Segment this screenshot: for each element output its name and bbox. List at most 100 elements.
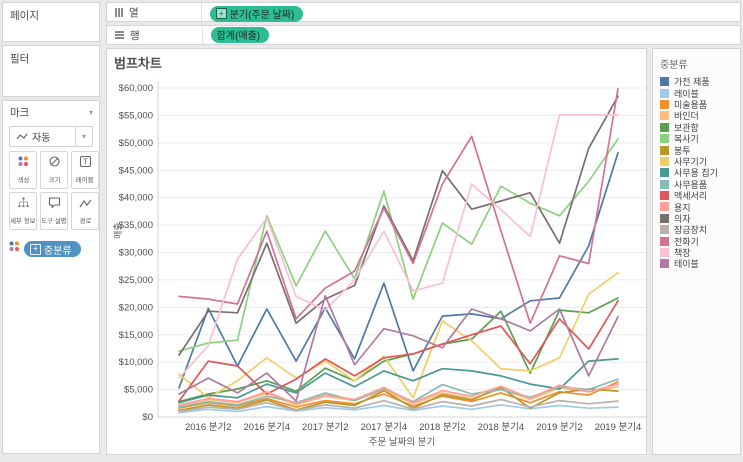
legend-item[interactable]: 액세서리 (653, 190, 740, 201)
rows-pill[interactable]: 합계(매출) (210, 26, 270, 43)
legend-title: 중분류 (660, 60, 688, 71)
legend-item[interactable]: 가전 제품 (653, 76, 740, 87)
legend-swatch (660, 145, 669, 155)
y-tick-label: $15,000 (119, 330, 153, 341)
legend-label: 용지 (674, 202, 691, 213)
tooltip-icon (48, 196, 61, 214)
legend-item[interactable]: 사무용품 (653, 179, 740, 190)
legend-item[interactable]: 전화기 (653, 235, 740, 247)
series-line-용지[interactable] (178, 383, 619, 406)
y-tick-label: $30,000 (119, 248, 153, 259)
y-tick-label: $25,000 (119, 275, 153, 286)
rows-shelf[interactable]: 행 합계(매출) (106, 25, 741, 45)
legend-item[interactable]: 레이블 (653, 87, 740, 99)
y-tick-label: $45,000 (119, 165, 153, 176)
series-line-레이블[interactable] (178, 404, 619, 414)
color-pill-label: 중분류 (44, 245, 72, 257)
series-line-바인더[interactable] (178, 385, 619, 407)
legend-swatch (660, 225, 669, 235)
filters-title: 필터 (10, 53, 30, 65)
legend-label: 전화기 (674, 236, 699, 247)
legend-item[interactable]: 보관함 (653, 122, 740, 133)
series-line-가전 제품[interactable] (178, 151, 619, 389)
legend-label: 복사기 (674, 134, 699, 145)
pages-title: 페이지 (10, 10, 39, 22)
y-tick-label: $35,000 (119, 220, 153, 231)
worksheet-view[interactable]: 범프차트 매출 $0 $5,000 $10,000 $15,000 $20,000 $25… (106, 48, 647, 455)
y-tick-label: $40,000 (119, 193, 153, 204)
legend-label: 사무용 집기 (674, 168, 718, 179)
columns-shelf[interactable]: 열 + 분기(주문 날짜) (106, 2, 741, 22)
도구 설명-button[interactable]: 도구 설명 (40, 192, 68, 230)
크기-button[interactable]: 크기 (40, 151, 68, 189)
series-line-의자[interactable] (178, 95, 619, 356)
series-line-책장[interactable] (178, 114, 619, 379)
legend-item[interactable]: 사무용 집기 (653, 167, 740, 178)
chevron-down-icon[interactable]: ▾ (88, 107, 93, 117)
legend-item[interactable]: 테이블 (653, 258, 740, 269)
color-legend[interactable]: 중분류 가전 제품 레이블 미술용품 바인더 보관함 복사기 봉투 사무기기 사무용 집기 사무용… (652, 48, 741, 455)
series-line-복사기[interactable] (178, 138, 619, 353)
legend-swatch (660, 99, 669, 109)
chart-svg: $0 $5,000 $10,000 $15,000 $20,000 $25,000 $30,… (119, 79, 646, 448)
legend-label: 사무기기 (674, 156, 708, 167)
레이블-button[interactable]: T 레이블 (71, 151, 99, 189)
legend-swatch (660, 259, 669, 269)
legend-item[interactable]: 잠금장치 (653, 224, 740, 235)
y-tick-label: $0 (142, 412, 153, 423)
rows-pill-label: 합계(매출) (216, 31, 261, 42)
legend-swatch (660, 156, 669, 166)
series-line-잠금장치[interactable] (178, 398, 619, 413)
series-line-사무기기[interactable] (178, 271, 619, 399)
detail-icon (17, 196, 30, 214)
legend-item[interactable]: 복사기 (653, 133, 740, 144)
legend-items: 가전 제품 레이블 미술용품 바인더 보관함 복사기 봉투 사무기기 사무용 집기 사무용품 액세서… (653, 76, 740, 270)
mark-type-value: 자동 (32, 133, 51, 144)
legend-swatch (660, 236, 669, 246)
legend-label: 바인더 (674, 111, 699, 122)
legend-item[interactable]: 책장 (653, 247, 740, 258)
pages-shelf[interactable]: 페이지 (2, 2, 100, 42)
label-icon: T (79, 155, 92, 173)
경로-button[interactable]: 경로 (71, 192, 99, 230)
legend-swatch (660, 202, 669, 212)
chevron-down-icon[interactable]: ▾ (75, 127, 92, 146)
legend-item[interactable]: 사무기기 (653, 156, 740, 167)
legend-item[interactable]: 바인더 (653, 110, 740, 121)
legend-item[interactable]: 용지 (653, 201, 740, 213)
columns-pill[interactable]: + 분기(주문 날짜) (209, 5, 304, 22)
y-tick-label: $5,000 (124, 385, 153, 396)
mark-type-dropdown[interactable]: 자동 ▾ (9, 126, 93, 147)
color-dots-icon (17, 155, 30, 173)
legend-label: 사무용품 (674, 179, 708, 190)
legend-label: 잠금장치 (674, 225, 708, 236)
color-encoding-pill[interactable]: + 중분류 (24, 241, 81, 257)
sheet-title: 범프차트 (114, 56, 162, 71)
legend-swatch (660, 77, 669, 87)
line-mark-icon (16, 133, 28, 141)
series-line-전화기[interactable] (178, 87, 619, 325)
series-line-테이블[interactable] (178, 294, 619, 402)
filters-shelf[interactable]: 필터 (2, 45, 100, 97)
legend-swatch (660, 213, 669, 223)
legend-swatch (660, 111, 669, 121)
y-tick-label: $55,000 (119, 110, 153, 121)
legend-label: 레이블 (674, 88, 699, 99)
series-line-액세서리[interactable] (178, 299, 619, 402)
x-axis-title: 주문 날짜의 분기 (369, 437, 435, 448)
svg-text:T: T (83, 157, 88, 166)
series-line-사무용 집기[interactable] (178, 358, 619, 404)
columns-icon (115, 7, 123, 17)
legend-item[interactable]: 봉투 (653, 144, 740, 156)
hierarchy-plus-icon[interactable]: + (215, 8, 227, 19)
legend-item[interactable]: 의자 (653, 213, 740, 224)
세부 정보-button[interactable]: 세부 정보 (9, 192, 37, 230)
legend-item[interactable]: 미술용품 (653, 99, 740, 110)
legend-label: 가전 제품 (674, 77, 710, 88)
색상-button[interactable]: 색상 (9, 151, 37, 189)
x-tick-label: 2017 분기2 (302, 422, 349, 433)
hierarchy-plus-icon[interactable]: + (30, 243, 41, 255)
series-line-봉투[interactable] (178, 386, 619, 412)
line-chart[interactable]: $0 $5,000 $10,000 $15,000 $20,000 $25,000 $30,… (107, 49, 646, 459)
legend-swatch (660, 122, 669, 132)
